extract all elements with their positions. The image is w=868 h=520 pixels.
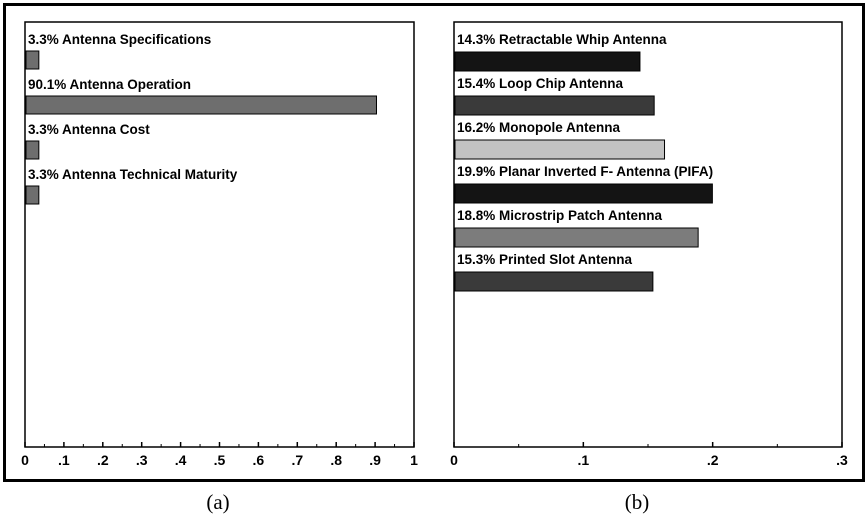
bar-label: 16.2% Monopole Antenna <box>457 120 621 135</box>
x-tick-label: .9 <box>369 452 381 468</box>
bar <box>25 185 40 205</box>
x-tick-label: .1 <box>577 452 589 468</box>
bar-label: 15.4% Loop Chip Antenna <box>457 76 623 91</box>
x-tick-label: .3 <box>136 452 148 468</box>
bar <box>454 271 654 292</box>
x-tick-label: .6 <box>253 452 265 468</box>
bar <box>454 51 641 72</box>
x-tick-label: .8 <box>330 452 342 468</box>
bar-label: 90.1% Antenna Operation <box>28 77 191 92</box>
bar-label: 3.3% Antenna Technical Maturity <box>28 167 238 182</box>
bar-label: 3.3% Antenna Cost <box>28 122 150 137</box>
bar-label: 15.3% Printed Slot Antenna <box>457 252 633 267</box>
bar <box>25 140 40 160</box>
x-tick-label: .5 <box>214 452 226 468</box>
x-tick-label: .2 <box>97 452 109 468</box>
bar <box>25 95 377 115</box>
bar-label: 3.3% Antenna Specifications <box>28 32 211 47</box>
figure-frame <box>3 3 865 482</box>
x-tick-label: .3 <box>836 452 848 468</box>
x-tick-label: .1 <box>58 452 70 468</box>
x-tick-label: .7 <box>291 452 303 468</box>
x-tick-label: .4 <box>175 452 187 468</box>
x-tick-label: .2 <box>707 452 719 468</box>
x-tick-label: 1 <box>410 452 418 468</box>
bar <box>454 95 655 116</box>
x-tick-label: 0 <box>450 452 458 468</box>
x-tick-label: 0 <box>21 452 29 468</box>
bar-label: 19.9% Planar Inverted F- Antenna (PIFA) <box>457 164 713 179</box>
bar-label: 14.3% Retractable Whip Antenna <box>457 32 667 47</box>
bar <box>454 183 713 204</box>
bar-label: 18.8% Microstrip Patch Antenna <box>457 208 663 223</box>
bar <box>454 227 699 248</box>
caption-a: (a) <box>206 490 230 514</box>
bar <box>454 139 666 160</box>
bar <box>25 50 40 70</box>
caption-b: (b) <box>624 490 650 514</box>
